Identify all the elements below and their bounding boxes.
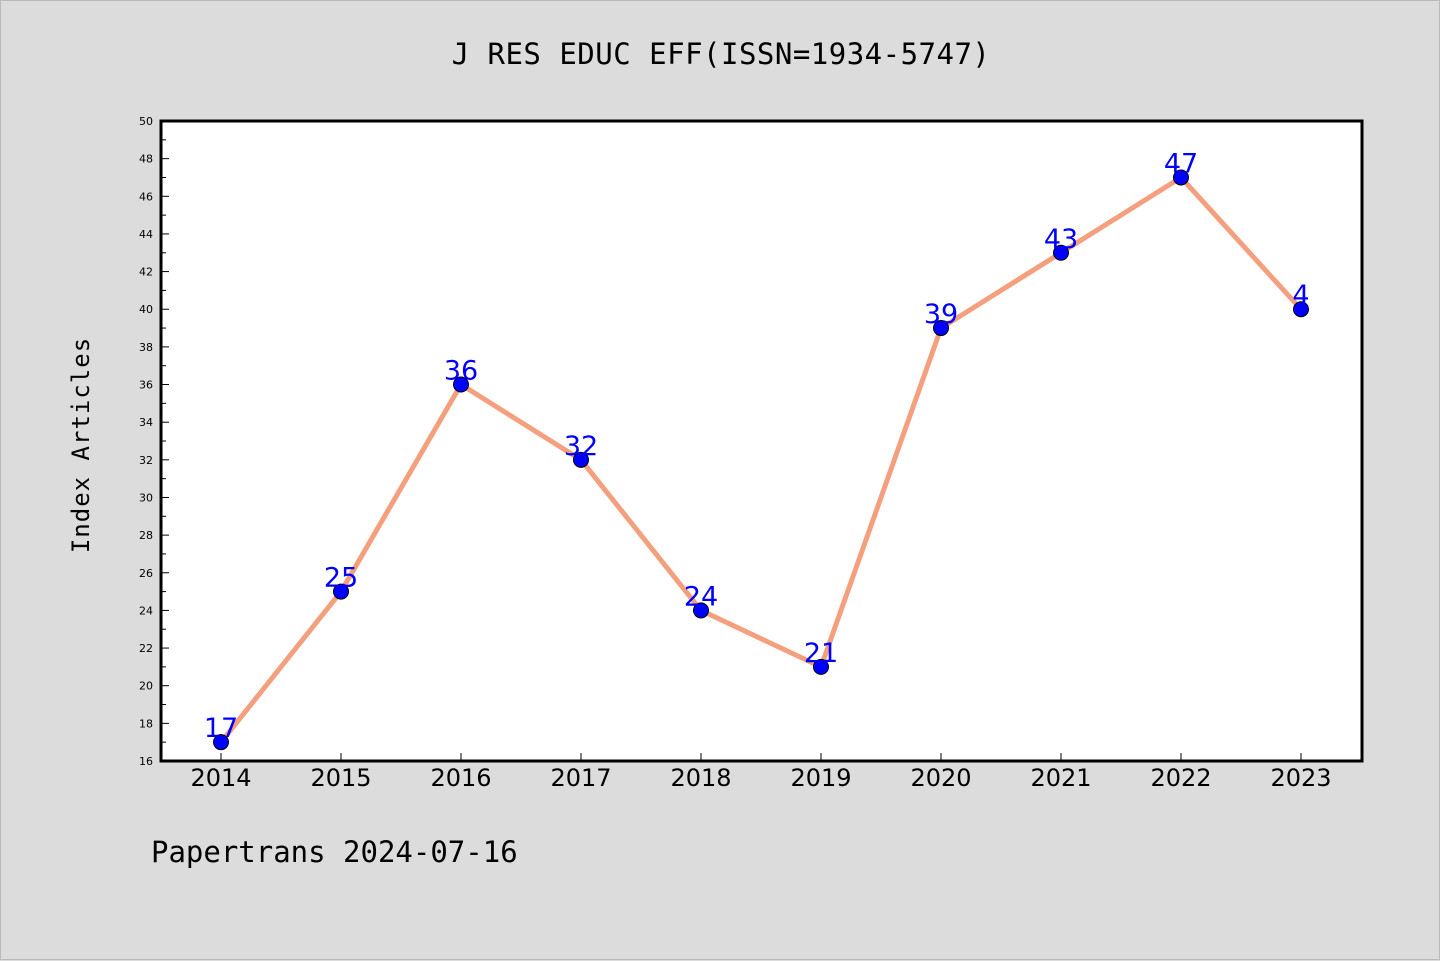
x-tick-label: 2020 — [910, 764, 971, 792]
data-point — [813, 658, 829, 675]
y-tick-label: 32 — [139, 454, 153, 467]
y-tick-label: 28 — [139, 529, 153, 542]
data-label: 4 — [1292, 280, 1309, 311]
y-axis: 16 18 20 22 24 26 28 30 32 34 36 38 40 42 44 46 48 50 — [139, 115, 169, 768]
x-tick-label: 2022 — [1150, 764, 1211, 792]
y-tick-label: 40 — [139, 303, 153, 316]
data-label: 25 — [324, 563, 358, 594]
x-tick-label: 2019 — [790, 764, 851, 792]
data-label: 47 — [1164, 148, 1198, 179]
y-tick-label: 30 — [139, 491, 153, 504]
data-label: 21 — [804, 638, 838, 669]
y-tick-label: 50 — [139, 115, 153, 128]
data-label: 39 — [924, 299, 958, 330]
data-label: 36 — [444, 356, 478, 387]
y-tick-label: 46 — [139, 190, 153, 203]
data-point — [1053, 244, 1069, 261]
y-tick-label: 42 — [139, 266, 153, 279]
chart-title: J RES EDUC EFF(ISSN=1934-5747) — [451, 37, 991, 71]
plot-area — [161, 121, 1362, 761]
y-tick-label: 26 — [139, 567, 153, 580]
y-tick-label: 18 — [139, 717, 153, 730]
plot-border — [159, 119, 1364, 763]
data-label: 43 — [1044, 224, 1078, 255]
footer-credit: Papertrans 2024-07-16 — [151, 835, 518, 869]
x-tick-label: 2017 — [550, 764, 611, 792]
data-label: 32 — [564, 431, 598, 462]
data-label: 24 — [684, 581, 718, 612]
y-tick-label: 16 — [139, 755, 153, 768]
data-point — [1293, 301, 1309, 318]
x-tick-label: 2016 — [430, 764, 491, 792]
data-point — [333, 583, 349, 600]
data-point — [693, 602, 709, 619]
x-tick-label: 2018 — [670, 764, 731, 792]
y-tick-label: 38 — [139, 341, 153, 354]
x-tick-label: 2023 — [1270, 764, 1331, 792]
y-tick-label: 22 — [139, 642, 153, 655]
data-label: 17 — [204, 713, 238, 744]
y-tick-label: 36 — [139, 379, 153, 392]
series: 17 25 36 32 24 21 39 43 47 4 — [204, 148, 1310, 751]
data-point — [213, 734, 229, 751]
data-point — [933, 320, 949, 337]
series-line — [218, 174, 1304, 745]
x-axis: 2014 2015 2016 2017 2018 2019 2020 2021 2022 2023 — [190, 753, 1332, 792]
data-point — [453, 376, 469, 393]
y-tick-label: 34 — [139, 416, 153, 429]
data-point — [1173, 169, 1189, 186]
x-tick-label: 2021 — [1030, 764, 1091, 792]
y-tick-label: 48 — [139, 153, 153, 166]
y-tick-label: 44 — [139, 228, 153, 241]
x-tick-label: 2014 — [190, 764, 251, 792]
y-tick-label: 24 — [139, 604, 153, 617]
y-tick-label: 20 — [139, 680, 153, 693]
data-point — [573, 451, 589, 468]
x-tick-label: 2015 — [310, 764, 371, 792]
